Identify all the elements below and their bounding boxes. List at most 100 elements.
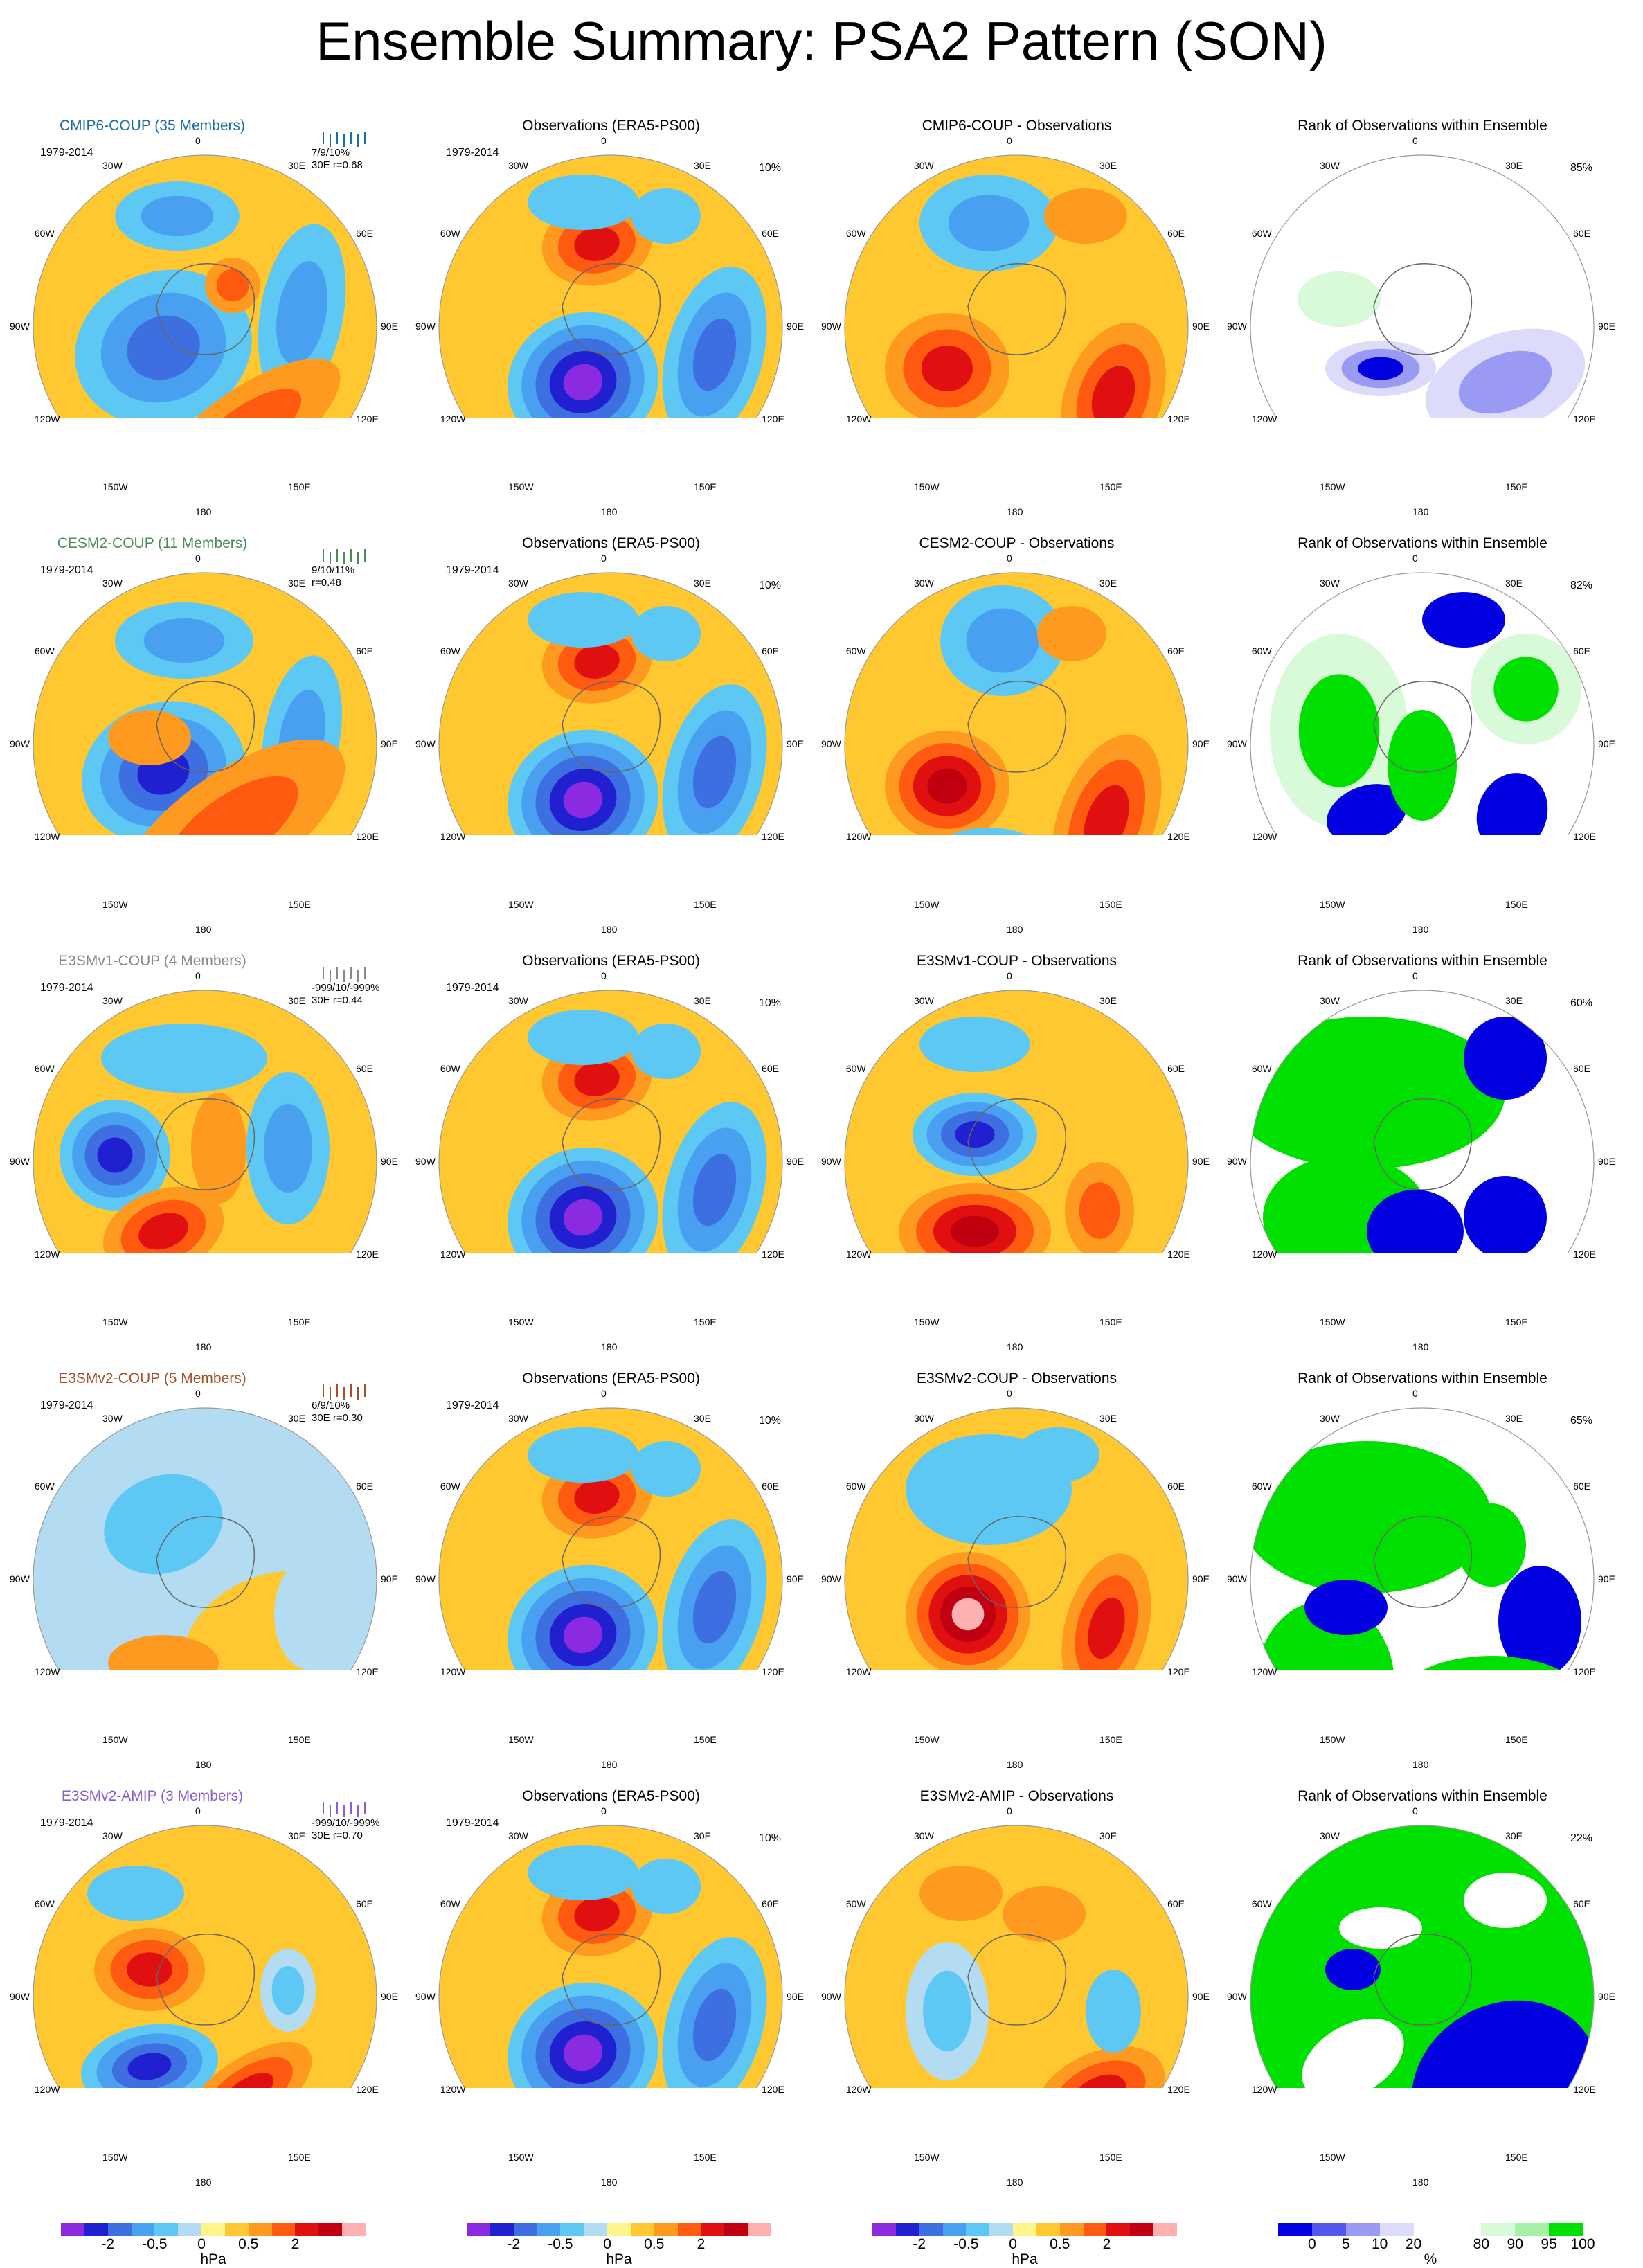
contour-region: [955, 1120, 995, 1148]
colorbar-swatch: [1345, 2223, 1380, 2236]
longitude-label: 120E: [1167, 413, 1190, 425]
rank-panel-row2: 0 30E 60E 90E 120E 150E 180 150W 120W 90W 60W 30W Ra…: [1217, 418, 1628, 935]
colorbar-tick-label: 95: [1541, 2236, 1557, 2252]
contour-region: [574, 1479, 620, 1514]
antarctica-outline: [562, 263, 661, 355]
longitude-label: 120E: [356, 1666, 379, 1677]
member-tick: [350, 1802, 352, 1814]
ensemble-stats: -999/10/-999% 30E r=0.70: [312, 1817, 379, 1842]
longitude-label: 180: [195, 924, 212, 935]
longitude-label: 0: [195, 970, 201, 981]
longitude-label: 90W: [415, 1573, 436, 1584]
longitude-label: 30E: [1099, 1412, 1117, 1424]
longitude-label: 120E: [356, 1249, 379, 1260]
stats-line-2: 30E r=0.30: [312, 1412, 363, 1424]
panel-title: Rank of Observations within Ensemble: [1298, 118, 1547, 134]
longitude-label: 180: [195, 2177, 212, 2188]
contour-region: [1037, 606, 1106, 661]
longitude-label: 150E: [1505, 1316, 1528, 1328]
contour-region: [951, 1215, 999, 1247]
longitude-label: 90E: [1192, 1991, 1210, 2002]
map-boundary-circle: [1250, 1407, 1595, 1670]
colorbar-swatch: [630, 2223, 654, 2236]
contour-region: [1388, 710, 1457, 821]
map-boundary-circle: [844, 572, 1189, 835]
longitude-label: 120W: [34, 831, 60, 842]
longitude-label: 90W: [10, 1156, 30, 1167]
longitude-label: 150E: [288, 899, 311, 911]
colorbar-tick-label: 100: [1570, 2236, 1595, 2252]
colorbar-unit: hPa: [1012, 2251, 1038, 2267]
longitude-label: 0: [1412, 1388, 1418, 1399]
map-boundary-circle: [844, 154, 1189, 418]
longitude-label: 150E: [1505, 899, 1528, 911]
longitude-label: 180: [601, 506, 618, 517]
model-polar-map: [33, 990, 377, 1253]
contour-region: [1304, 1580, 1388, 1635]
model-panel-row4: 0 30E 60E 90E 120E 150E 180 150W 120W 90W 60W 30W E3…: [0, 1253, 411, 1770]
colorbar-hpa-2: -2 -0.5 0 0.5 2 hPa: [467, 2223, 771, 2268]
longitude-label: 120W: [845, 1249, 872, 1260]
contour-region: [141, 195, 214, 237]
colorbar-ticks: -2 -0.5 0 0.5 2: [467, 2236, 771, 2252]
contour-region: [692, 1571, 737, 1644]
colorbar-swatch: [919, 2223, 943, 2236]
obs-polar-map: [438, 990, 783, 1253]
longitude-label: 30E: [1099, 577, 1117, 589]
longitude-label: 120E: [762, 1249, 784, 1260]
contour-region: [274, 1559, 343, 1670]
figure-title: Ensemble Summary: PSA2 Pattern (SON): [316, 10, 1327, 71]
longitude-label: 60W: [440, 228, 460, 239]
contour-region: [138, 1213, 188, 1250]
longitude-label: 150W: [102, 1316, 128, 1328]
longitude-label: 90W: [10, 321, 30, 332]
longitude-label: 120E: [762, 1666, 784, 1677]
longitude-label: 60E: [762, 1898, 780, 1909]
longitude-label: 120E: [762, 413, 784, 425]
map-boundary-circle: [438, 1407, 783, 1670]
obs-polar-map: [438, 572, 783, 835]
contour-region: [1091, 366, 1135, 418]
colorbar-swatch: [248, 2223, 272, 2236]
contour-region: [1358, 357, 1403, 380]
longitude-label: 150W: [1320, 2152, 1345, 2163]
colorbar-tick-label: 0: [603, 2236, 611, 2252]
obs-panel-row2: 0 30E 60E 90E 120E 150E 180 150W 120W 90W 60W 30W Ob…: [406, 418, 816, 935]
ensemble-stats: -999/10/-999% 30E r=0.44: [312, 982, 379, 1007]
map-boundary-circle: [1250, 154, 1595, 418]
longitude-label: 120W: [440, 1249, 466, 1260]
colorbar-swatch: [1447, 2223, 1482, 2236]
diff-panel-row5: 0 30E 60E 90E 120E 150E 180 150W 120W 90W 60W 30W E3…: [811, 1670, 1222, 2188]
diff-panel-row3: 0 30E 60E 90E 120E 150E 180 150W 120W 90W 60W 30W E3…: [811, 835, 1222, 1352]
longitude-label: 60E: [762, 228, 780, 239]
longitude-label: 150W: [1320, 481, 1345, 493]
colorbar-ticks: -2 -0.5 0 0.5 2: [61, 2236, 366, 2252]
contour-region: [219, 2073, 273, 2088]
colorbar-tick-label: 10: [1371, 2236, 1388, 2252]
diff-polar-map: [844, 1407, 1189, 1670]
model-polar-map: [33, 1825, 377, 2088]
colorbar-swatch: [154, 2223, 179, 2236]
longitude-label: 30W: [508, 159, 528, 171]
colorbar-swatch: [724, 2223, 748, 2236]
longitude-label: 60W: [440, 1898, 460, 1909]
longitude-label: 180: [1412, 924, 1429, 935]
longitude-label: 90E: [1598, 738, 1615, 749]
longitude-label: 150E: [288, 1734, 311, 1746]
member-tick: [336, 967, 338, 979]
member-tick: [336, 132, 338, 144]
longitude-label: 90E: [381, 1991, 398, 2002]
longitude-label: 150E: [1099, 1734, 1122, 1746]
contour-region: [276, 261, 327, 365]
member-spread-ticks: [317, 967, 372, 982]
longitude-label: 60W: [440, 1063, 460, 1074]
longitude-label: 0: [1412, 553, 1418, 564]
longitude-label: 90W: [415, 1156, 436, 1167]
longitude-label: 150E: [1505, 1734, 1528, 1746]
member-tick: [323, 967, 324, 979]
colorbar-swatch: [701, 2223, 725, 2236]
antarctica-outline: [1373, 1934, 1473, 2026]
obs-panel-row3: 0 30E 60E 90E 120E 150E 180 150W 120W 90W 60W 30W Ob…: [406, 835, 816, 1352]
contour-region: [1458, 350, 1552, 414]
colorbar-swatch: [748, 2223, 771, 2236]
